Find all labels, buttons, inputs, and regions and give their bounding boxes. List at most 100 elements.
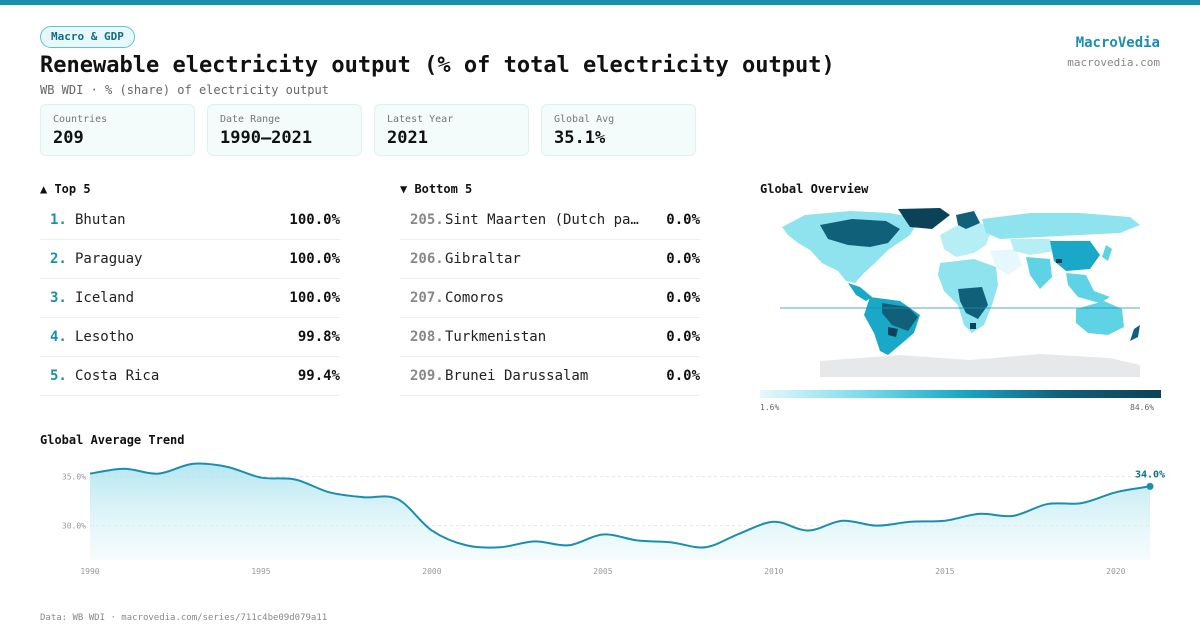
map-heading: Global Overview — [760, 182, 869, 196]
source-footer: Data: WB WDI · macrovedia.com/series/711… — [40, 613, 328, 623]
country-name: Turkmenistan — [445, 329, 547, 345]
x-tick-label: 2010 — [764, 567, 783, 576]
map-region-canada[interactable] — [820, 219, 900, 247]
map-color-legend — [760, 390, 1161, 398]
rank-number: 208. — [410, 329, 444, 345]
map-region-middle-east[interactable] — [990, 249, 1022, 275]
stat-value: 2021 — [387, 128, 428, 148]
map-region-russia[interactable] — [982, 213, 1140, 239]
page-subtitle: WB WDI · % (share) of electricity output — [40, 83, 329, 97]
country-value: 0.0% — [666, 251, 700, 267]
list-item[interactable]: 207. Comoros 0.0% — [400, 279, 700, 318]
country-value: 0.0% — [666, 290, 700, 306]
list-item[interactable]: 205. Sint Maarten (Dutch pa… 0.0% — [400, 201, 700, 240]
map-region-australia[interactable] — [1076, 301, 1124, 335]
trend-end-point — [1146, 482, 1154, 490]
rank-number: 206. — [410, 251, 444, 267]
stat-label: Latest Year — [387, 114, 454, 125]
top-accent-bar — [0, 0, 1200, 5]
list-item[interactable]: 1. Bhutan 100.0% — [40, 201, 340, 240]
rank-number: 2. — [50, 251, 67, 267]
trend-heading: Global Average Trend — [40, 433, 185, 447]
map-region-central-america[interactable] — [848, 283, 872, 301]
stat-value: 209 — [53, 128, 84, 148]
stat-label: Date Range — [220, 114, 281, 125]
map-region-southeast-asia[interactable] — [1066, 273, 1110, 303]
brand-url[interactable]: macrovedia.com — [1067, 56, 1160, 69]
country-name: Paraguay — [75, 251, 143, 267]
country-name: Bhutan — [75, 212, 126, 228]
x-tick-label: 1990 — [80, 567, 99, 576]
trend-area — [90, 463, 1150, 560]
map-region-south-asia[interactable] — [1026, 257, 1052, 289]
map-region-iceland[interactable] — [930, 217, 940, 223]
category-badge[interactable]: Macro & GDP — [40, 26, 135, 48]
country-value: 0.0% — [666, 368, 700, 384]
stat-card-countries: Countries 209 — [40, 104, 195, 156]
country-value: 0.0% — [666, 329, 700, 345]
map-region-japan[interactable] — [1102, 245, 1112, 261]
list-item[interactable]: 4. Lesotho 99.8% — [40, 318, 340, 357]
rank-number: 3. — [50, 290, 67, 306]
country-value: 100.0% — [289, 251, 340, 267]
map-region-new-zealand[interactable] — [1130, 325, 1140, 341]
country-name: Costa Rica — [75, 368, 160, 384]
country-name: Lesotho — [75, 329, 135, 345]
list-item[interactable]: 2. Paraguay 100.0% — [40, 240, 340, 279]
stat-label: Global Avg — [554, 114, 615, 125]
rank-number: 207. — [410, 290, 444, 306]
stat-card-global-avg: Global Avg 35.1% — [541, 104, 696, 156]
map-region-china[interactable] — [1050, 241, 1100, 271]
map-region-greenland[interactable] — [898, 208, 950, 229]
stat-card-latest-year: Latest Year 2021 — [374, 104, 529, 156]
country-value: 100.0% — [289, 212, 340, 228]
trend-end-label: 34.0% — [1135, 469, 1165, 480]
list-item[interactable]: 209. Brunei Darussalam 0.0% — [400, 357, 700, 396]
trend-line — [89, 462, 1151, 549]
global-average-trend-chart[interactable]: 30.0% 35.0% 1990 1995 2000 2005 2010 2015 2020 34… — [0, 455, 1200, 585]
rank-number: 209. — [410, 368, 444, 384]
brand-logo[interactable]: MacroVedia — [1075, 35, 1160, 51]
country-value: 99.4% — [297, 368, 340, 384]
rank-number: 5. — [50, 368, 67, 384]
legend-max-label: 84.6% — [1130, 403, 1155, 412]
top5-heading: ▲ Top 5 — [40, 182, 91, 196]
legend-min-label: 1.6% — [760, 403, 780, 412]
rank-number: 1. — [50, 212, 67, 228]
country-name: Comoros — [445, 290, 505, 306]
list-item[interactable]: 5. Costa Rica 99.4% — [40, 357, 340, 396]
map-region-paraguay[interactable] — [888, 327, 898, 337]
map-region-bhutan[interactable] — [1056, 259, 1062, 263]
page-title: Renewable electricity output (% of total… — [40, 53, 835, 78]
stat-value: 35.1% — [554, 128, 606, 148]
country-name: Gibraltar — [445, 251, 521, 267]
map-region-lesotho[interactable] — [970, 323, 976, 329]
world-choropleth-map[interactable] — [760, 205, 1160, 380]
country-value: 0.0% — [666, 212, 700, 228]
country-value: 99.8% — [297, 329, 340, 345]
map-region-europe[interactable] — [940, 223, 992, 257]
rank-number: 4. — [50, 329, 67, 345]
country-name: Brunei Darussalam — [445, 368, 589, 384]
map-region-scandinavia[interactable] — [956, 211, 980, 229]
stat-value: 1990–2021 — [220, 128, 313, 148]
rank-number: 205. — [410, 212, 444, 228]
x-tick-label: 2015 — [935, 567, 954, 576]
map-region-brazil[interactable] — [882, 303, 918, 331]
y-tick-label: 30.0% — [62, 522, 86, 531]
bottom5-heading: ▼ Bottom 5 — [400, 182, 473, 196]
country-name: Iceland — [75, 290, 135, 306]
map-region-antarctica — [820, 354, 1140, 377]
country-value: 100.0% — [289, 290, 340, 306]
list-item[interactable]: 206. Gibraltar 0.0% — [400, 240, 700, 279]
y-tick-label: 35.0% — [62, 473, 86, 482]
stat-label: Countries — [53, 114, 108, 125]
x-tick-label: 2000 — [422, 567, 441, 576]
map-region-central-africa[interactable] — [958, 287, 988, 319]
map-region-central-asia[interactable] — [1010, 239, 1056, 255]
country-name: Sint Maarten (Dutch pa… — [445, 212, 639, 228]
list-item[interactable]: 208. Turkmenistan 0.0% — [400, 318, 700, 357]
x-tick-label: 1995 — [251, 567, 270, 576]
list-item[interactable]: 3. Iceland 100.0% — [40, 279, 340, 318]
stat-card-date-range: Date Range 1990–2021 — [207, 104, 362, 156]
